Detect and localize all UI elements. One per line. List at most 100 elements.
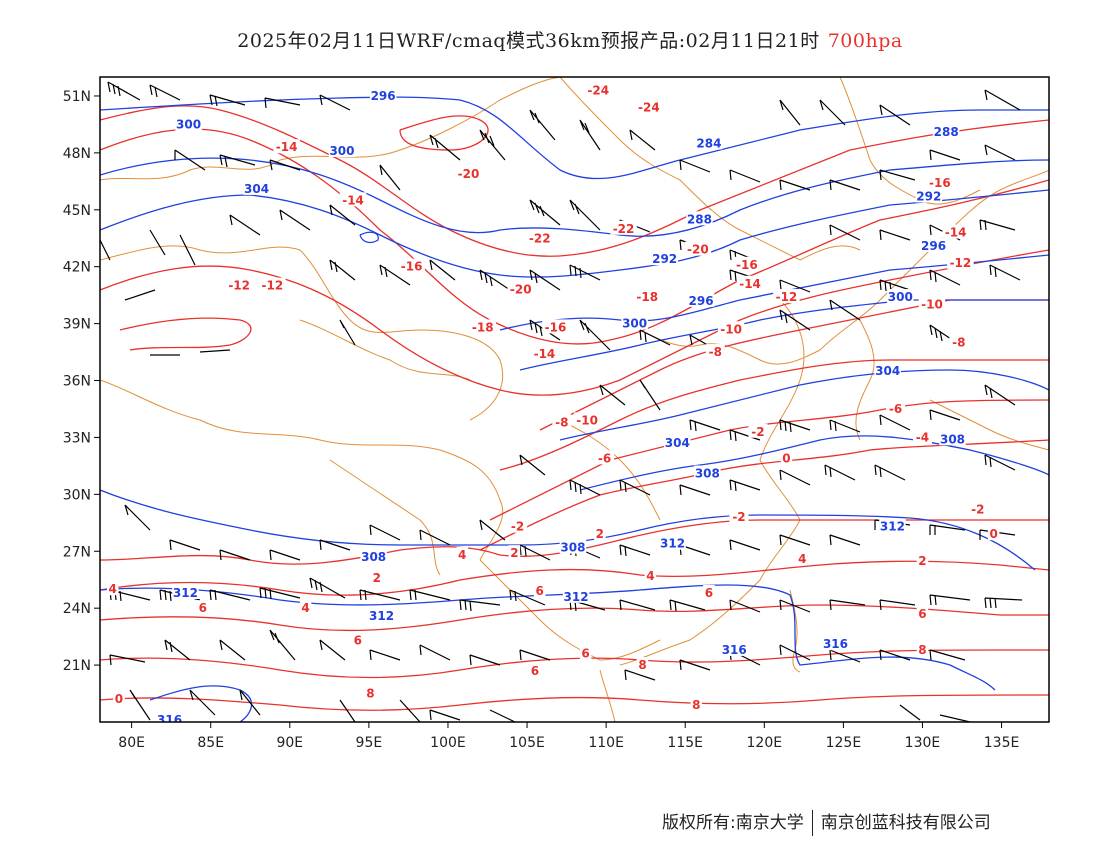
contour-label-bg (729, 509, 749, 524)
contour-label-bg (610, 220, 637, 235)
contour-label: -22 (529, 231, 551, 245)
contour-label-bg (686, 211, 713, 226)
contour-label: 6 (705, 586, 713, 600)
contour-label: 8 (366, 687, 374, 701)
contour-label-bg (720, 641, 748, 656)
contour-label-bg (507, 281, 534, 296)
contour-label: -12 (228, 279, 250, 293)
height-contours (100, 96, 1049, 722)
contour-label: 312 (173, 586, 198, 600)
contour-label-bg (651, 251, 678, 266)
contour-label-bg (369, 87, 397, 102)
lon-tick-label: 105E (509, 735, 545, 751)
contour-label-bg (644, 567, 657, 582)
contour-label: 6 (531, 664, 539, 678)
contour-label: -16 (545, 320, 567, 334)
contour-label: 0 (782, 451, 790, 465)
lat-tick-label: 42N (63, 260, 91, 276)
lon-tick-label: 85E (197, 735, 224, 751)
contour-label-bg (273, 139, 300, 154)
contour-label-bg (695, 135, 723, 150)
contour-label: 288 (934, 125, 959, 139)
lon-tick-label: 95E (356, 735, 383, 751)
contour-label: -12 (776, 290, 798, 304)
plot-background (100, 77, 1049, 722)
lon-tick-label: 115E (667, 735, 703, 751)
contour-label: 4 (798, 552, 806, 566)
temperature-contours (100, 105, 1049, 711)
lat-tick-label: 21N (63, 658, 91, 674)
contour-label-bg (915, 188, 943, 203)
contour-label: 284 (696, 136, 721, 150)
contour-label: -14 (534, 347, 556, 361)
contour-label: -10 (921, 298, 943, 312)
contour-label: 308 (361, 550, 386, 564)
copyright-footer: 版权所有:南京大学 南京创蓝科技有限公司 (662, 808, 991, 836)
lat-tick-label: 27N (63, 544, 91, 560)
contour-label: 4 (108, 582, 116, 596)
contour-label: -16 (401, 260, 423, 274)
contour-label: 8 (638, 658, 646, 672)
contour-label: 0 (115, 692, 123, 706)
contour-label: 288 (687, 212, 712, 226)
copyright-owner: 版权所有:南京大学 (662, 813, 804, 833)
contour-label-bg (371, 569, 383, 584)
contour-label: -14 (342, 193, 364, 207)
lat-tick-label: 48N (63, 146, 91, 162)
lon-tick-label: 100E (430, 735, 466, 751)
contour-label-bg (621, 315, 648, 330)
contour-label-bg (926, 175, 954, 190)
contour-label-bg (874, 363, 901, 378)
title-main: 2025年02月11日WRF/cmaq模式36km预报产品:02月11日21时 (237, 30, 820, 52)
contour-label: 2 (373, 571, 381, 585)
contour-label-bg (932, 124, 960, 139)
contour-label-bg (780, 450, 793, 465)
lat-tick-label: 30N (63, 487, 91, 503)
lon-tick-label: 125E (826, 735, 862, 751)
contour-label-bg (552, 414, 572, 429)
contour-label-bg (635, 99, 663, 114)
contour-label: 304 (875, 364, 900, 378)
contour-label-bg (796, 550, 809, 565)
title-level: 700hpa (827, 30, 903, 52)
contour-label: 300 (176, 117, 201, 131)
contour-label: -8 (555, 415, 568, 429)
contour-label: -8 (709, 345, 722, 359)
contour-label-bg (659, 535, 686, 550)
contour-label-bg (573, 412, 601, 427)
contour-label: 2 (510, 546, 518, 560)
contour-label-bg (987, 526, 1000, 541)
contour-label-bg (717, 321, 745, 336)
contour-label-bg (339, 192, 367, 207)
contour-label-bg (879, 518, 906, 533)
contour-label-bg (916, 552, 929, 567)
contour-label: -16 (929, 176, 951, 190)
temperature-labels: -24-24-14-20-14-16-22-22-20-16-14-12-16-… (106, 82, 1000, 712)
lon-tick-label: 135E (984, 735, 1020, 751)
contour-label: 296 (921, 239, 946, 253)
contour-label: 2 (918, 554, 926, 568)
contour-label-bg (508, 518, 528, 533)
contour-label-bg (912, 429, 932, 444)
contour-label-bg (694, 465, 721, 480)
contour-label: 4 (301, 601, 309, 615)
contour-label-bg (197, 600, 209, 615)
contour-label: -6 (889, 402, 902, 416)
contour-label-bg (594, 526, 606, 541)
contour-label: -24 (638, 100, 660, 114)
contour-label-bg (636, 657, 649, 672)
contour-label-bg (705, 344, 725, 359)
contour-label: 0 (989, 527, 997, 541)
contour-label-bg (703, 585, 715, 599)
contour-label-bg (562, 588, 590, 603)
contour-label: 312 (660, 537, 685, 551)
contour-label: -20 (458, 167, 480, 181)
contour-label: 6 (199, 601, 207, 615)
contour-label-bg (225, 277, 253, 292)
contour-label-bg (887, 289, 914, 304)
contour-label-bg (886, 400, 906, 415)
contour-label: -22 (613, 222, 635, 236)
contour-label: 316 (823, 637, 848, 651)
